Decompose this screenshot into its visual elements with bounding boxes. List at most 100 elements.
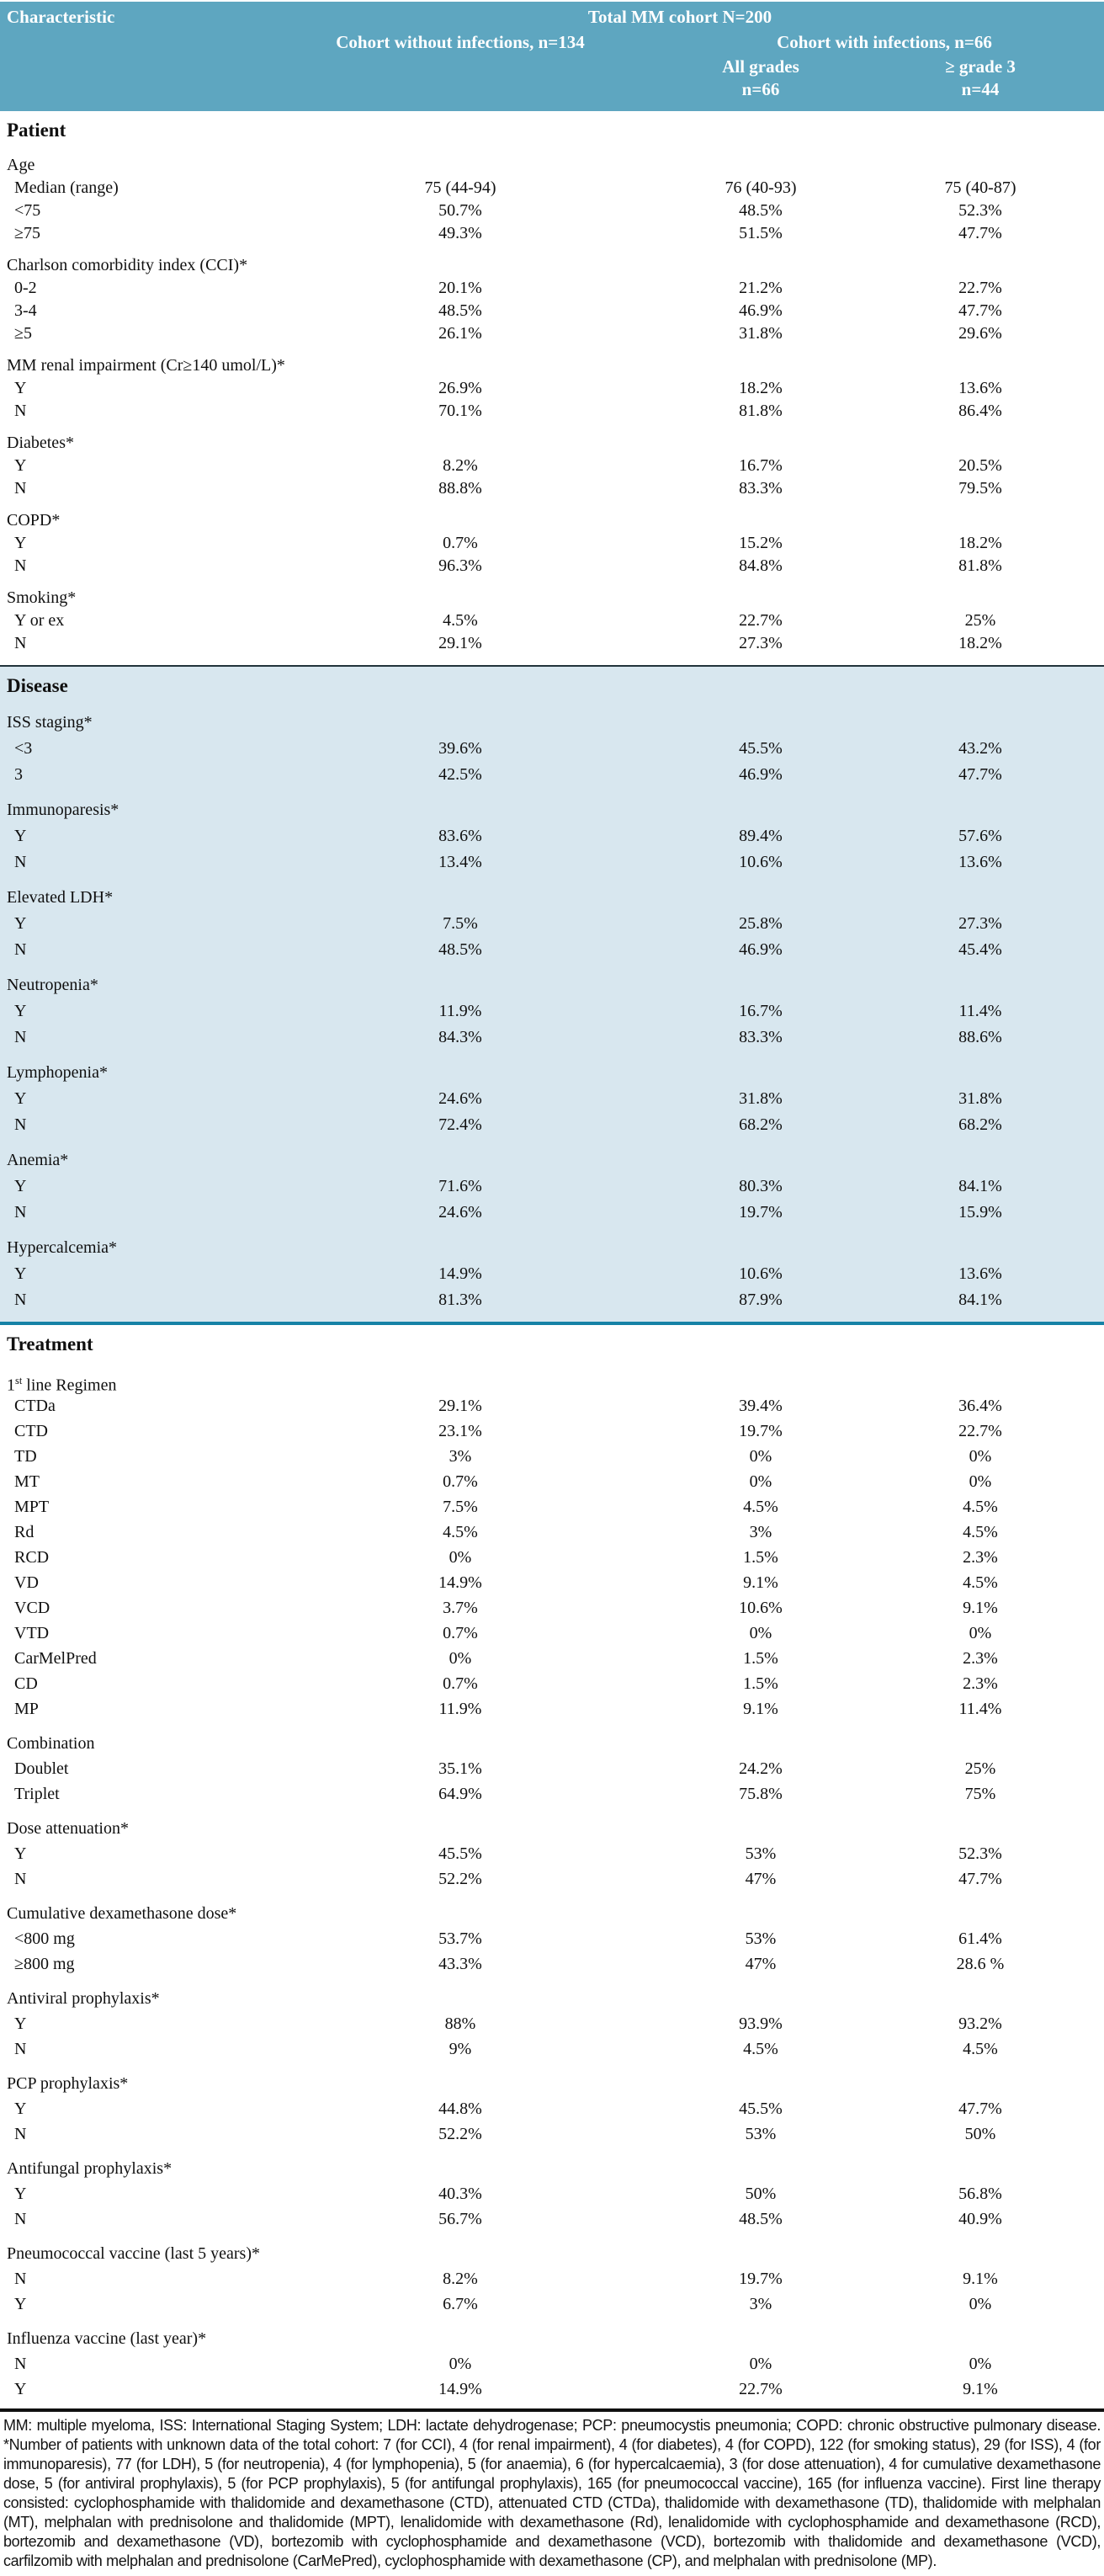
- row-value: 43.2%: [958, 739, 1002, 758]
- row-value: 80.3%: [739, 1177, 783, 1195]
- row-value: 0%: [749, 1472, 772, 1491]
- row-value: 0%: [969, 1472, 992, 1491]
- row-label: Y: [14, 534, 27, 552]
- header-col-with-infections: Cohort with infections, n=66: [777, 31, 992, 52]
- row-label: Rd: [14, 1523, 34, 1541]
- row-label: ≥75: [14, 224, 40, 242]
- row-value: 76 (40-93): [724, 178, 797, 197]
- row-value: 46.9%: [739, 940, 783, 959]
- characteristic-group-label: PCP prophylaxis*: [7, 2074, 129, 2093]
- row-label: 3-4: [14, 301, 37, 320]
- row-value: 48.5%: [438, 940, 482, 959]
- row-label: N: [14, 634, 27, 652]
- header-total-cohort: Total MM cohort N=200: [587, 6, 772, 27]
- row-value: 19.7%: [739, 2270, 783, 2288]
- row-value: 50.7%: [438, 201, 482, 220]
- table-row: Y 14.9% 22.7% 9.1%: [0, 2376, 1104, 2402]
- table-row: <75 50.7% 48.5% 52.3%: [0, 200, 1104, 222]
- row-value: 42.5%: [438, 765, 482, 784]
- row-value: 7.5%: [443, 1498, 478, 1516]
- row-label: N: [14, 1291, 27, 1309]
- row-value: 9%: [448, 2040, 472, 2058]
- row-value: 88.6%: [958, 1028, 1002, 1046]
- section-disease: Disease ISS staging* <3 39.6% 45.5% 43.2% 3 42.…: [0, 665, 1104, 1322]
- row-value: 88%: [444, 2014, 476, 2033]
- row-value: 0%: [969, 1447, 992, 1466]
- row-value: 4.5%: [443, 611, 478, 630]
- row-value: 4.5%: [743, 2040, 778, 2058]
- row-value: 49.3%: [438, 224, 482, 242]
- characteristic-group-label: Cumulative dexamethasone dose*: [7, 1904, 237, 1923]
- row-value: 8.2%: [443, 2270, 478, 2288]
- row-value: 52.2%: [438, 2125, 482, 2143]
- header-col-grade3: ≥ grade 3: [945, 56, 1016, 77]
- row-value: 52.3%: [958, 1844, 1002, 1863]
- row-value: 45.5%: [438, 1844, 482, 1863]
- header-row-3: All grades ≥ grade 3: [0, 56, 1104, 78]
- row-value: 10.6%: [739, 1264, 783, 1283]
- table-row: VCD 3.7% 10.6% 9.1%: [0, 1595, 1104, 1621]
- characteristic-group-label: Hypercalcemia*: [7, 1238, 118, 1257]
- row-label: Y: [14, 379, 27, 397]
- row-value: 52.3%: [958, 201, 1002, 220]
- section-title: Treatment: [7, 1333, 93, 1355]
- table-row: N 0% 0% 0%: [0, 2351, 1104, 2376]
- row-label: N: [14, 2040, 27, 2058]
- row-value: 25%: [964, 611, 996, 630]
- characteristic-group: Cumulative dexamethasone dose* <800 mg 53.…: [0, 1901, 1104, 1977]
- row-value: 4.5%: [963, 1498, 998, 1516]
- row-value: 4.5%: [963, 2040, 998, 2058]
- table-row: <800 mg 53.7% 53% 61.4%: [0, 1926, 1104, 1951]
- row-label: 3: [14, 765, 23, 784]
- characteristic-group-label: COPD*: [7, 511, 61, 530]
- row-value: 29.1%: [438, 634, 482, 652]
- table-row: N 96.3% 84.8% 81.8%: [0, 555, 1104, 577]
- table-row: 3 42.5% 46.9% 47.7%: [0, 762, 1104, 788]
- row-label: CTDa: [14, 1397, 56, 1415]
- characteristic-group: Influenza vaccine (last year)* N 0% 0% 0% Y 14…: [0, 2326, 1104, 2402]
- row-value: 3%: [749, 2295, 772, 2313]
- characteristic-group: Antifungal prophylaxis* Y 40.3% 50% 56.8% N 56…: [0, 2156, 1104, 2232]
- row-value: 13.6%: [958, 379, 1002, 397]
- row-label: N: [14, 1115, 27, 1134]
- section-patient: Patient Age Median (range) 75 (44-94) 76 (40…: [0, 111, 1104, 665]
- row-label: N: [14, 2125, 27, 2143]
- row-value: 83.3%: [739, 1028, 783, 1046]
- characteristic-group: COPD* Y 0.7% 15.2% 18.2% N 96.3% 84.8% 81.8%: [0, 509, 1104, 577]
- header-col-all-grades-n: n=66: [741, 79, 780, 99]
- row-value: 81.3%: [438, 1291, 482, 1309]
- row-value: 48.5%: [739, 201, 783, 220]
- row-value: 20.5%: [958, 456, 1002, 475]
- row-value: 51.5%: [739, 224, 783, 242]
- characteristic-group: MM renal impairment (Cr≥140 umol/L)* Y 26.…: [0, 354, 1104, 423]
- row-label: Y: [14, 1089, 27, 1108]
- row-value: 11.9%: [438, 1700, 482, 1718]
- header-col-without-infections: Cohort without infections, n=134: [336, 31, 585, 52]
- row-label: N: [14, 1203, 27, 1221]
- section-treatment: Treatment 1st line Regimen CTDa 29.1% 39.4% 3…: [0, 1325, 1104, 2402]
- row-value: 4.5%: [963, 1523, 998, 1541]
- row-value: 19.7%: [739, 1422, 783, 1440]
- row-value: 47.7%: [958, 1870, 1002, 1888]
- row-value: 93.9%: [739, 2014, 783, 2033]
- row-label: 0-2: [14, 279, 37, 297]
- row-value: 47.7%: [958, 301, 1002, 320]
- row-value: 0%: [969, 2355, 992, 2373]
- row-value: 50%: [745, 2185, 777, 2203]
- table-row: Y or ex 4.5% 22.7% 25%: [0, 609, 1104, 632]
- characteristic-group: Anemia* Y 71.6% 80.3% 84.1% N 24.6% 19.7% 15.9%: [0, 1147, 1104, 1226]
- row-value: 1.5%: [743, 1548, 778, 1567]
- row-value: 0%: [969, 2295, 992, 2313]
- row-value: 45.4%: [958, 940, 1002, 959]
- characteristic-group: Hypercalcemia* Y 14.9% 10.6% 13.6% N 81.3% 87.9…: [0, 1235, 1104, 1313]
- characteristic-group-label: Combination: [7, 1734, 95, 1753]
- row-label: N: [14, 556, 27, 575]
- table-row: ≥75 49.3% 51.5% 47.7%: [0, 222, 1104, 245]
- row-value: 24.6%: [438, 1089, 482, 1108]
- table-row: TD 3% 0% 0%: [0, 1444, 1104, 1469]
- row-value: 47.7%: [958, 2100, 1002, 2118]
- row-label: CTD: [14, 1422, 48, 1440]
- characteristic-group: Combination Doublet 35.1% 24.2% 25% Triplet 64…: [0, 1731, 1104, 1807]
- header-row-1: Characteristic Total MM cohort N=200: [0, 5, 1104, 29]
- row-value: 22.7%: [739, 2380, 783, 2398]
